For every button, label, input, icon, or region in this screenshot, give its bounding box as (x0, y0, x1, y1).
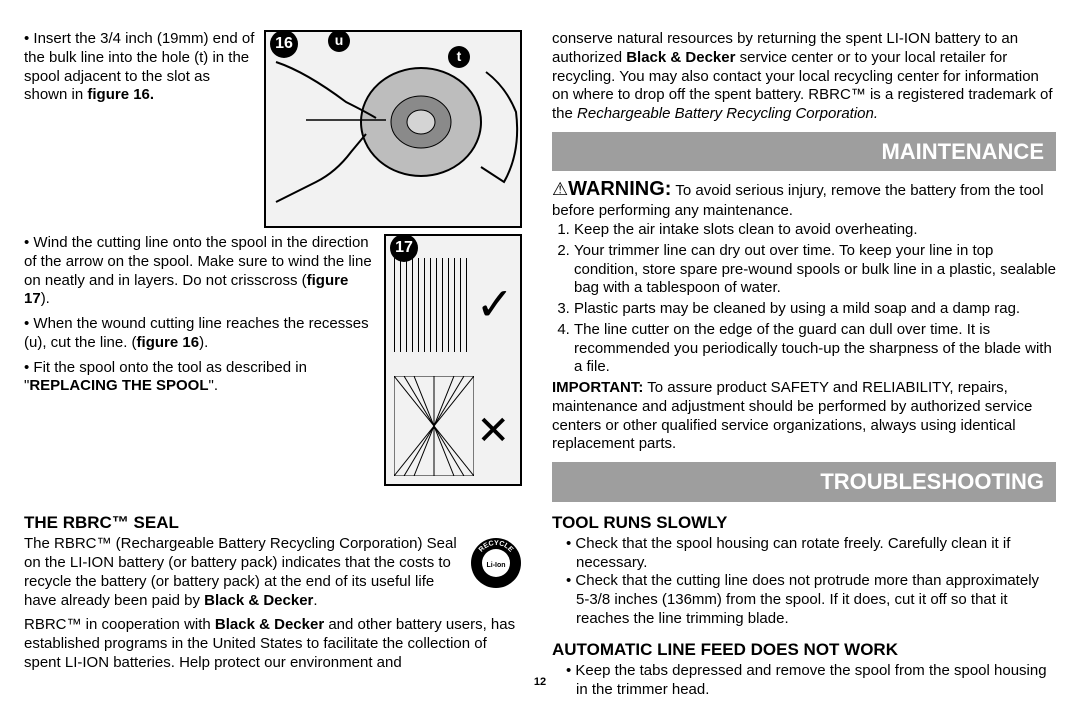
maintenance-list: Keep the air intake slots clean to avoid… (552, 221, 1056, 377)
bullet: • Check that the cutting line does not p… (566, 572, 1056, 628)
left-column: 16 u t • Insert the 3/4 inch (19mm) end … (24, 30, 522, 699)
cross-icon: ✕ (476, 406, 510, 456)
text-bold: IMPORTANT: (552, 379, 643, 396)
subheading: TOOL RUNS SLOWLY (552, 512, 1056, 533)
text-bold: figure 16. (87, 86, 154, 103)
troubleshooting-heading: TROUBLESHOOTING (552, 462, 1056, 502)
warning-icon: ⚠ (552, 178, 568, 201)
paragraph: The RBRC™ (Rechargeable Battery Recyclin… (24, 535, 522, 610)
crisscross-illustration (394, 376, 474, 476)
rbrc-heading: THE RBRC™ SEAL (24, 512, 522, 533)
svg-text:Li-Ion: Li-Ion (486, 562, 505, 569)
bullet: • Check that the spool housing can rotat… (566, 535, 1056, 573)
text: RBRC™ in cooperation with (24, 616, 215, 633)
subheading: AUTOMATIC LINE FEED DOES NOT WORK (552, 639, 1056, 660)
bullet: • Keep the tabs depressed and remove the… (566, 662, 1056, 700)
figure-number: 16 (270, 30, 298, 58)
paragraph: IMPORTANT: To assure product SAFETY and … (552, 379, 1056, 454)
text: ". (209, 377, 219, 394)
list-item: Plastic parts may be cleaned by using a … (574, 300, 1056, 319)
right-column: conserve natural resources by returning … (552, 30, 1056, 699)
bullet-block: • Check that the spool housing can rotat… (552, 535, 1056, 629)
text-bold: REPLACING THE SPOOL (29, 377, 208, 394)
warning-word: WARNING: (568, 178, 671, 200)
list-item: Keep the air intake slots clean to avoid… (574, 221, 1056, 240)
callout-t: t (448, 46, 470, 68)
check-icon: ✓ (475, 276, 514, 334)
text: ). (41, 290, 50, 307)
paragraph: conserve natural resources by returning … (552, 30, 1056, 124)
text-bold: Black & Decker (626, 49, 735, 66)
warning-line: ⚠WARNING: To avoid serious injury, remov… (552, 177, 1056, 221)
callout-u: u (328, 30, 350, 52)
text-italic: Rechargeable Battery Recycling Corporati… (577, 105, 878, 122)
text: . (313, 592, 317, 609)
spool-illustration (266, 32, 524, 230)
figure-16: 16 u t (264, 30, 522, 228)
text-bold: Black & Decker (215, 616, 324, 633)
list-item: Your trimmer line can dry out over time.… (574, 242, 1056, 298)
text-bold: Black & Decker (204, 592, 313, 609)
list-item: The line cutter on the edge of the guard… (574, 321, 1056, 377)
figure-17: 17 ✓ ✕ (384, 234, 522, 486)
text-bold: figure 16 (137, 334, 200, 351)
maintenance-heading: MAINTENANCE (552, 132, 1056, 172)
rbrc-seal-icon: Li-Ion RECYCLE (470, 537, 522, 589)
paragraph: RBRC™ in cooperation with Black & Decker… (24, 616, 522, 672)
text: ). (199, 334, 208, 351)
bullet-block: • Keep the tabs depressed and remove the… (552, 662, 1056, 700)
page-number: 12 (534, 676, 546, 690)
